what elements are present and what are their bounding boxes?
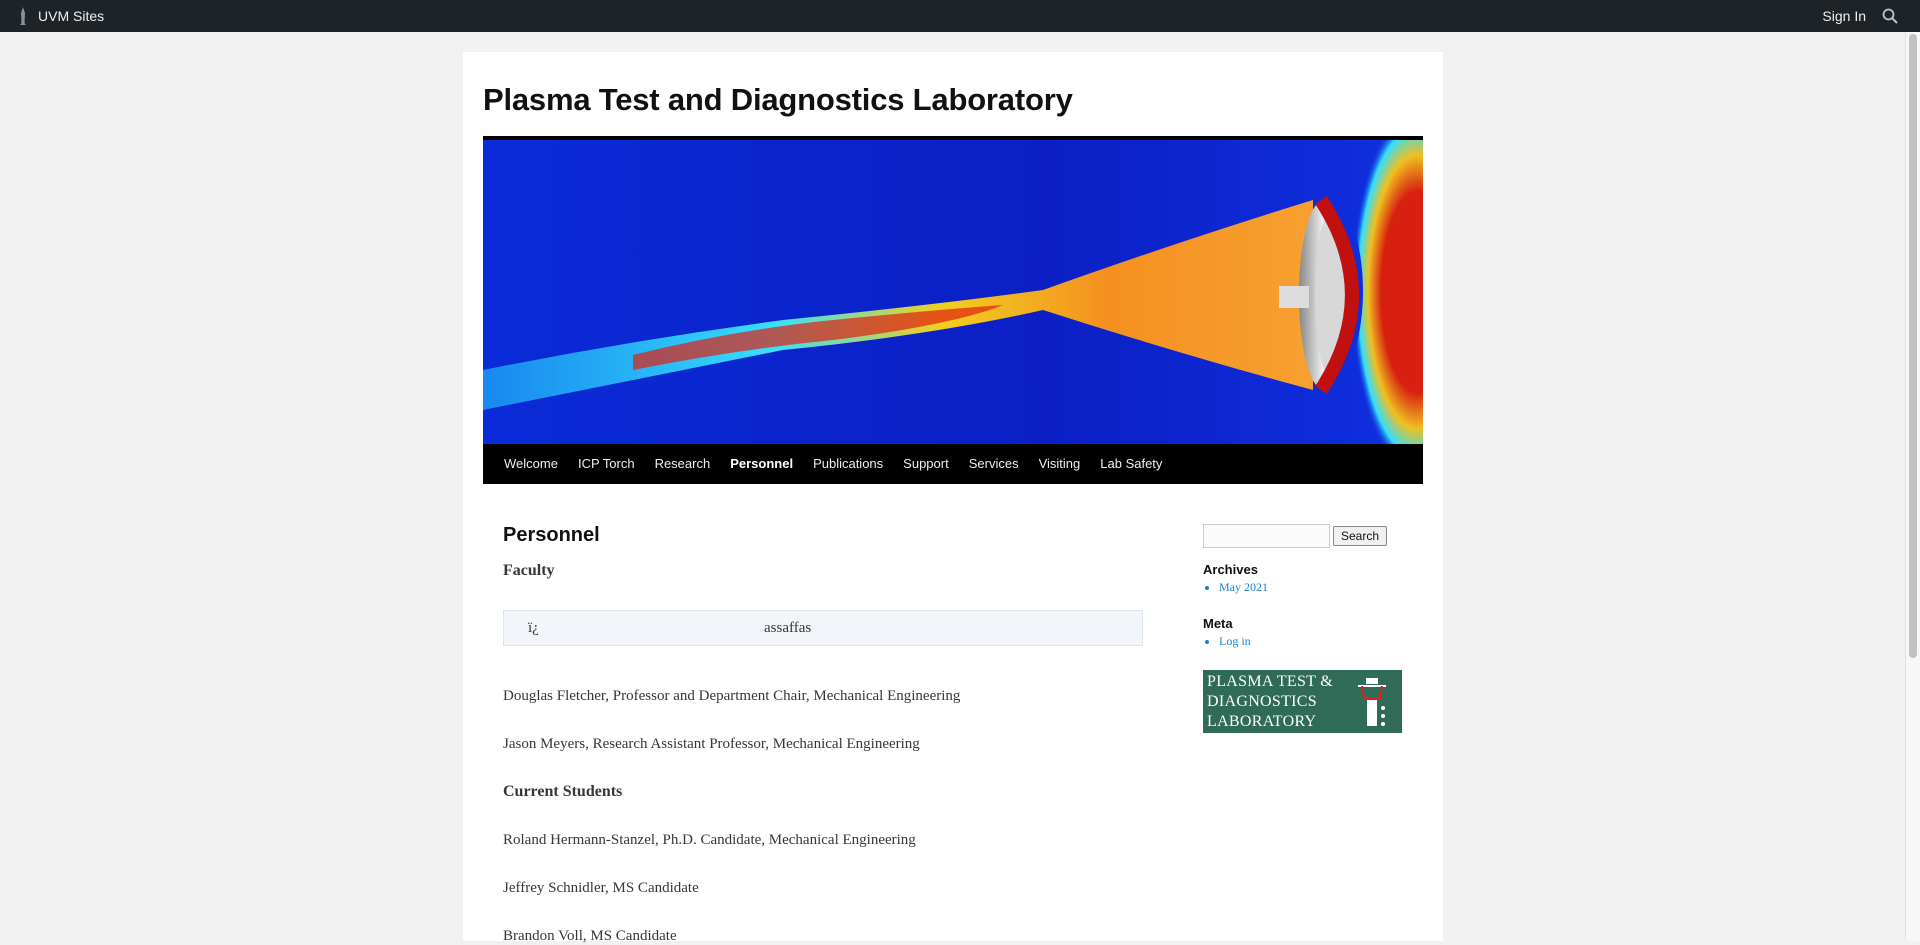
nav-item-icp-torch[interactable]: ICP Torch xyxy=(577,456,635,471)
nav-item-support[interactable]: Support xyxy=(903,456,949,471)
nav-item-visiting[interactable]: Visiting xyxy=(1038,456,1081,471)
logo-line: LABORATORY xyxy=(1207,713,1317,730)
logo-line: PLASMA TEST & xyxy=(1207,673,1334,690)
lab-logo[interactable]: PLASMA TEST & DIAGNOSTICS LABORATORY xyxy=(1203,670,1402,733)
log-in-link[interactable]: Log in xyxy=(1219,634,1251,648)
nav-item-services[interactable]: Services xyxy=(968,456,1019,471)
nav-item-research[interactable]: Research xyxy=(654,456,711,471)
search-button[interactable]: Search xyxy=(1333,526,1388,546)
nav-item-personnel[interactable]: Personnel xyxy=(730,456,794,471)
table-cell: ï¿ xyxy=(528,620,539,636)
student-member: Roland Hermann-Stanzel, Ph.D. Candidate,… xyxy=(503,832,916,848)
nav-item-lab-safety[interactable]: Lab Safety xyxy=(1100,456,1163,471)
archives-list: May 2021 xyxy=(1203,580,1268,595)
faculty-member: Douglas Fletcher, Professor and Departme… xyxy=(503,688,961,704)
meta-title: Meta xyxy=(1203,616,1233,631)
uvm-sites-link[interactable]: UVM Sites xyxy=(38,8,105,24)
header-image xyxy=(483,136,1423,444)
site-title[interactable]: Plasma Test and Diagnostics Laboratory xyxy=(483,82,1073,117)
faculty-heading: Faculty xyxy=(503,562,555,579)
table-row: ï¿ assaffas xyxy=(503,610,1143,646)
main-navigation: Welcome ICP Torch Research Personnel Pub… xyxy=(483,444,1423,484)
page-container: Plasma Test and Diagnostics Laboratory xyxy=(463,52,1443,944)
admin-bar: UVM Sites Sign In xyxy=(0,0,1920,32)
students-heading: Current Students xyxy=(503,783,623,800)
scrollbar[interactable] xyxy=(1905,32,1920,941)
student-member: Jeffrey Schnidler, MS Candidate xyxy=(503,880,699,896)
logo-line: DIAGNOSTICS xyxy=(1207,693,1317,710)
nav-item-welcome[interactable]: Welcome xyxy=(504,456,558,471)
page-title: Personnel xyxy=(503,524,600,546)
archive-link-may-2021[interactable]: May 2021 xyxy=(1219,580,1268,594)
faculty-member: Jason Meyers, Research Assistant Profess… xyxy=(503,736,920,752)
search-icon[interactable] xyxy=(1882,8,1898,24)
search-input[interactable] xyxy=(1203,524,1330,548)
uvm-logo-icon[interactable] xyxy=(16,7,30,25)
meta-list: Log in xyxy=(1203,634,1251,649)
list-item: May 2021 xyxy=(1219,580,1268,595)
student-member: Brandon Voll, MS Candidate xyxy=(503,928,677,944)
table-cell: assaffas xyxy=(764,620,812,636)
archives-title: Archives xyxy=(1203,562,1258,577)
sign-in-link[interactable]: Sign In xyxy=(1822,8,1866,24)
nav-item-publications[interactable]: Publications xyxy=(813,456,884,471)
torch-icon xyxy=(1358,678,1386,726)
scrollbar-thumb[interactable] xyxy=(1909,34,1917,658)
list-item: Log in xyxy=(1219,634,1251,649)
